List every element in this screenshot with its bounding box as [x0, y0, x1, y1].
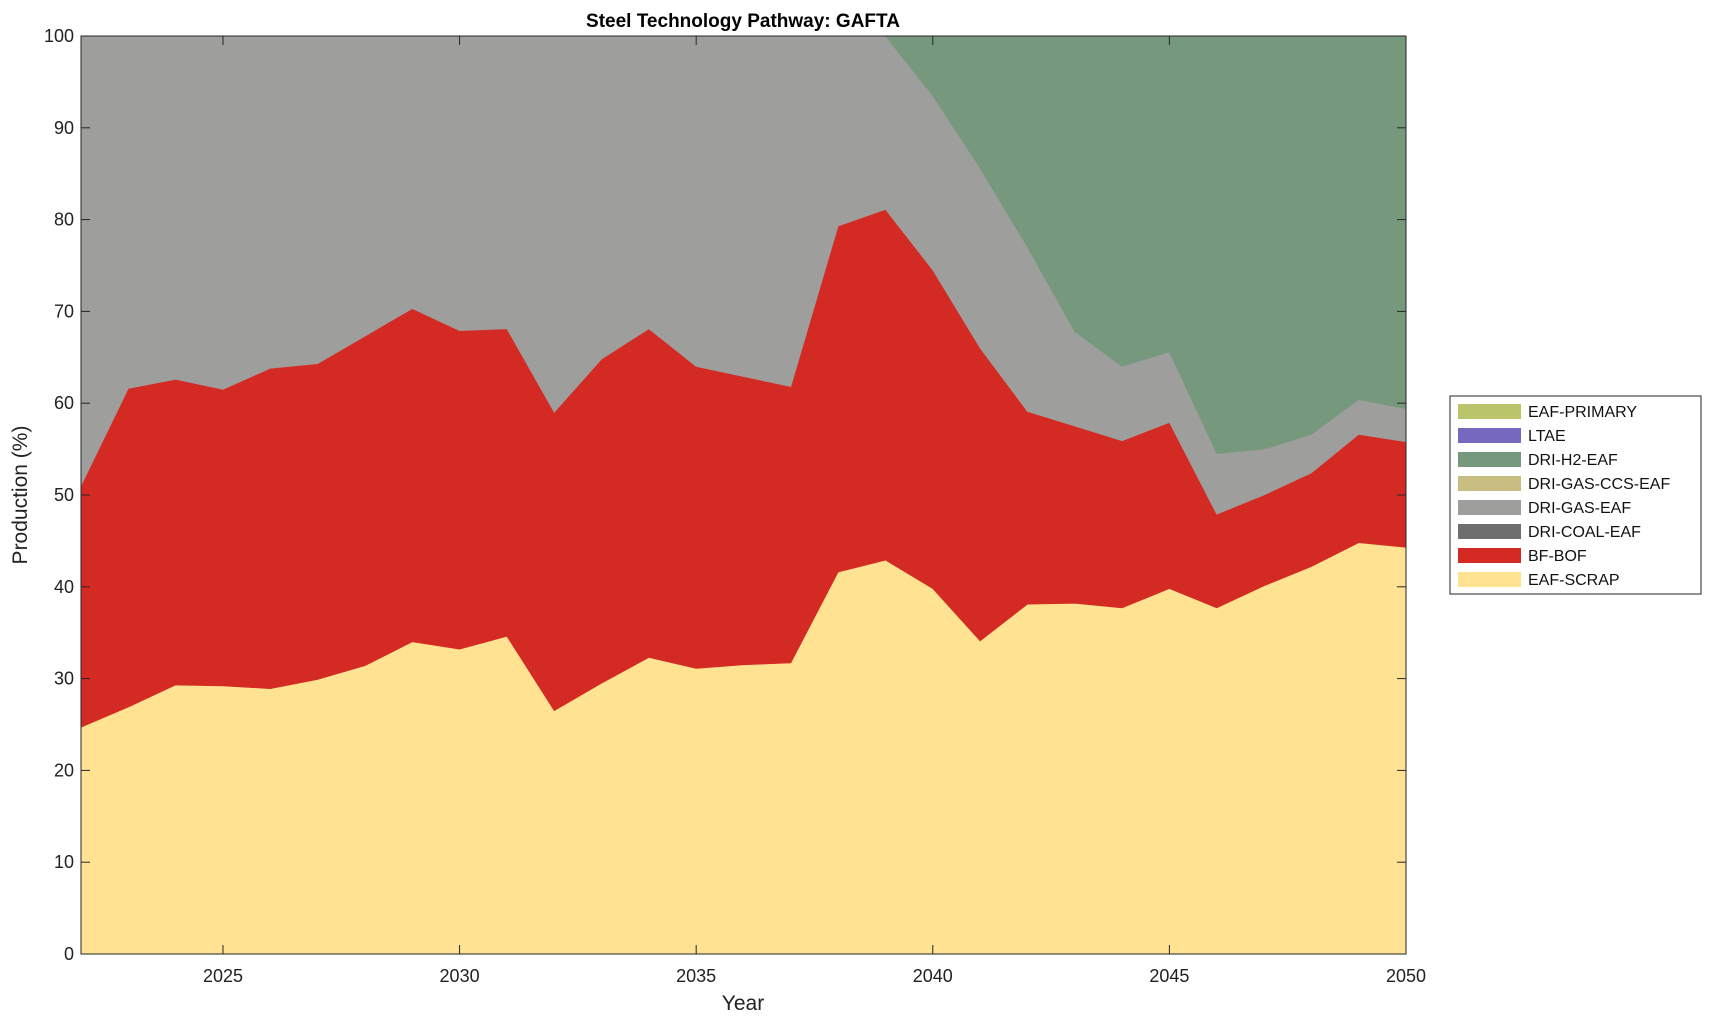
legend-label-eaf-scrap: EAF-SCRAP [1528, 572, 1620, 589]
x-tick-label: 2040 [913, 966, 953, 986]
y-axis-label: Production (%) [9, 426, 32, 565]
legend-swatch-dri-gas-ccs-eaf [1458, 476, 1521, 491]
x-tick-label: 2050 [1386, 966, 1426, 986]
legend-label-dri-gas-eaf: DRI-GAS-EAF [1528, 500, 1631, 517]
legend-swatch-ltae [1458, 428, 1521, 443]
x-axis-label: Year [722, 992, 764, 1015]
y-tick-label: 100 [44, 26, 74, 46]
legend-swatch-dri-coal-eaf [1458, 524, 1521, 539]
y-tick-label: 0 [64, 944, 74, 964]
y-tick-label: 60 [54, 393, 74, 413]
legend-swatch-dri-gas-eaf [1458, 500, 1521, 515]
y-tick-label: 70 [54, 301, 74, 321]
legend-swatch-bf-bof [1458, 548, 1521, 563]
y-tick-label: 10 [54, 852, 74, 872]
legend-swatch-eaf-scrap [1458, 572, 1521, 587]
y-tick-label: 40 [54, 577, 74, 597]
legend-swatch-dri-h2-eaf [1458, 452, 1521, 467]
y-tick-label: 20 [54, 760, 74, 780]
y-tick-label: 90 [54, 118, 74, 138]
legend-swatch-eaf-primary [1458, 404, 1521, 419]
legend-label-dri-h2-eaf: DRI-H2-EAF [1528, 452, 1618, 469]
area-series-group [80, 35, 1407, 955]
legend-label-eaf-primary: EAF-PRIMARY [1528, 404, 1637, 421]
x-tick-label: 2045 [1149, 966, 1189, 986]
x-tick-label: 2025 [203, 966, 243, 986]
legend-label-dri-gas-ccs-eaf: DRI-GAS-CCS-EAF [1528, 476, 1670, 493]
y-tick-label: 80 [54, 210, 74, 230]
y-tick-label: 50 [54, 485, 74, 505]
y-tick-label: 30 [54, 669, 74, 689]
legend-label-dri-coal-eaf: DRI-COAL-EAF [1528, 524, 1641, 541]
axis-ticks: 2025 2030 2035 2040 2045 20500102030405060708… [44, 26, 1426, 986]
legend: EAF-PRIMARY LTAE DRI-H2-EAF DRI-GAS-CCS-EAF… [1449, 395, 1702, 595]
x-tick-label: 2035 [676, 966, 716, 986]
legend-label-bf-bof: BF-BOF [1528, 548, 1587, 565]
legend-label-ltae: LTAE [1528, 428, 1566, 445]
x-tick-label: 2030 [440, 966, 480, 986]
chart-title: Steel Technology Pathway: GAFTA [586, 11, 900, 32]
